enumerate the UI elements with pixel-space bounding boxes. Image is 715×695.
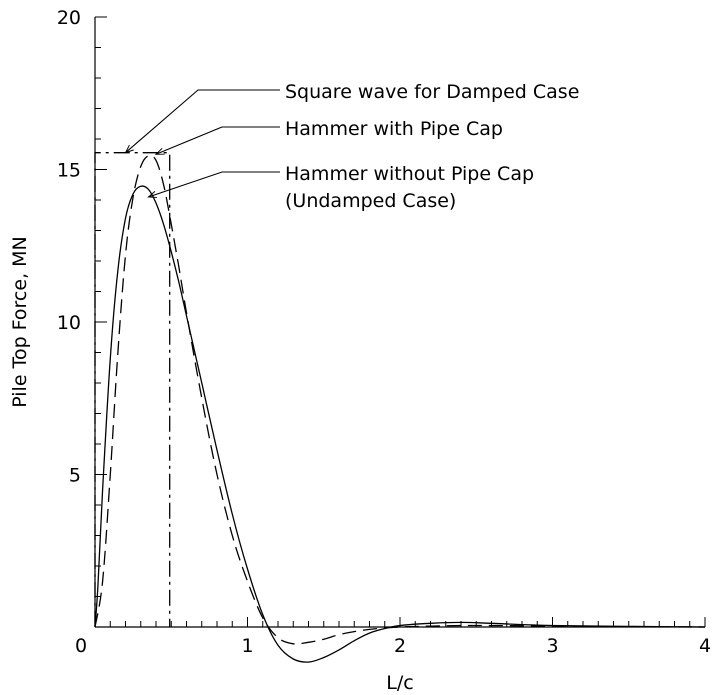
y-ticks: 5 10 15 20 — [57, 7, 107, 597]
y-tick-label: 10 — [57, 312, 81, 334]
annotation-hammer-without-pipe-cap: Hammer without Pipe Cap — [285, 163, 534, 185]
y-tick-label: 5 — [69, 465, 81, 487]
x-tick-label: 0 — [75, 635, 87, 657]
series-line-dashed — [94, 154, 706, 645]
annotation-layer: Square wave for Damped Case Hammer with … — [124, 81, 579, 212]
series-line-dashdot — [94, 152, 171, 627]
x-tick-label: 2 — [394, 635, 406, 657]
annotation-leader — [124, 89, 280, 154]
annotation-hammer-with-pipe-cap: Hammer with Pipe Cap — [285, 118, 503, 140]
annotation-leaders — [124, 89, 280, 198]
y-tick-label: 15 — [57, 160, 81, 182]
series-layer — [94, 152, 706, 663]
x-axis-label: L/c — [386, 672, 413, 694]
annotation-leader — [154, 126, 280, 155]
x-ticks: 0 1 2 3 4 — [75, 617, 711, 657]
annotation-undamped-case: (Undamped Case) — [285, 190, 456, 212]
x-tick-label: 1 — [241, 635, 253, 657]
x-tick-label: 4 — [699, 635, 711, 657]
y-tick-label: 20 — [57, 7, 81, 29]
x-tick-label: 3 — [546, 635, 558, 657]
axes: 0 1 2 3 4 5 10 15 20 — [57, 7, 711, 657]
series-line-solid — [94, 185, 706, 663]
annotation-square-wave: Square wave for Damped Case — [285, 81, 579, 103]
y-axis-label: Pile Top Force, MN — [9, 236, 31, 408]
annotation-leader — [147, 171, 280, 198]
